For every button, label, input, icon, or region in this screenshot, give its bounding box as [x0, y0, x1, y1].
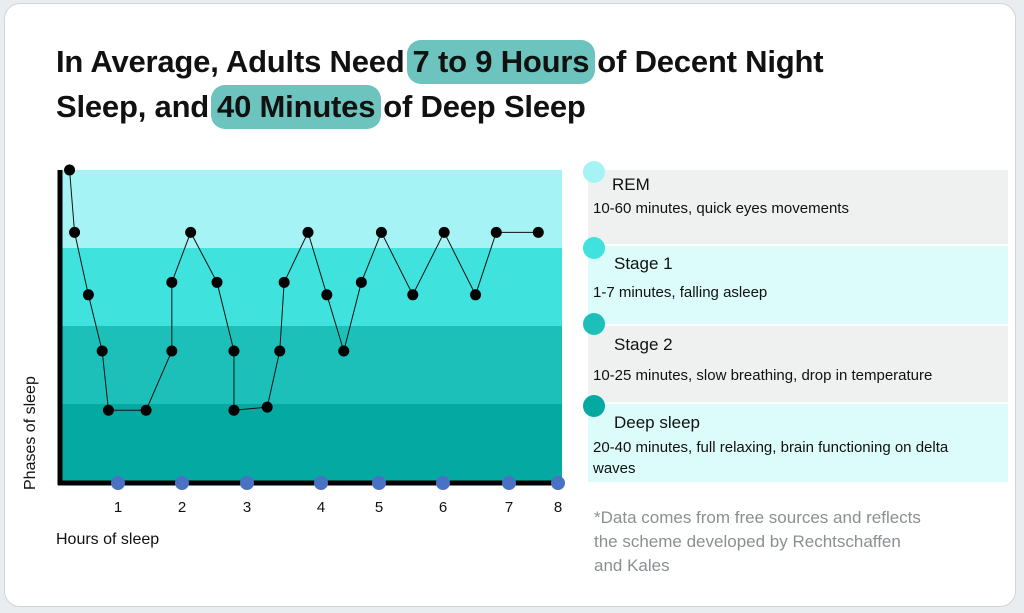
legend-row-deep	[588, 404, 1008, 482]
x-tick-dot-1	[111, 476, 125, 490]
title-line-1: In Average, Adults Need 7 to 9 Hours of De…	[56, 40, 824, 84]
data-point-23	[470, 289, 482, 301]
x-tick-dot-5	[372, 476, 386, 490]
x-tick-label-1: 1	[114, 499, 122, 516]
data-point-10	[211, 276, 223, 288]
band-stage-1	[62, 248, 562, 326]
data-point-6	[140, 404, 152, 416]
x-tick-dot-4	[314, 476, 328, 490]
x-tick-dot-6	[436, 476, 450, 490]
x-tick-dot-2	[175, 476, 189, 490]
data-point-24	[490, 226, 502, 238]
rem-color-dot	[583, 161, 605, 183]
data-point-7	[166, 345, 178, 357]
band-rem	[62, 170, 562, 248]
title-highlight-minutes: 40 Minutes	[211, 85, 382, 129]
legend-row-rem	[588, 170, 1008, 244]
data-point-9	[185, 226, 197, 238]
stage1-color-dot	[583, 237, 605, 259]
data-point-25	[532, 226, 544, 238]
legend-row-stage1	[588, 246, 1008, 324]
data-point-19	[355, 276, 367, 288]
data-point-1	[64, 164, 76, 176]
band-stage-2	[62, 326, 562, 404]
data-source-note: *Data comes from free sources and reflec…	[594, 508, 921, 575]
title-part-4: of Deep Sleep	[383, 89, 586, 124]
legend-name-rem: REM	[612, 175, 650, 194]
x-tick-label-3: 3	[243, 499, 251, 516]
legend-desc-rem: 10-60 minutes, quick eyes movements	[593, 200, 849, 217]
data-point-11	[228, 345, 240, 357]
x-tick-label-7: 7	[505, 499, 513, 516]
data-point-21	[407, 289, 419, 301]
legend-row-stage2	[588, 326, 1008, 402]
x-tick-dot-8	[551, 476, 565, 490]
x-tick-label-5: 5	[375, 499, 383, 516]
x-tick-dot-3	[240, 476, 254, 490]
data-point-13	[261, 401, 273, 413]
data-point-22	[438, 226, 450, 238]
legend-name-stage1: Stage 1	[614, 254, 673, 273]
data-point-14	[274, 345, 286, 357]
x-tick-label-8: 8	[554, 499, 562, 516]
x-tick-label-6: 6	[439, 499, 447, 516]
legend-desc-stage2: 10-25 minutes, slow breathing, drop in t…	[593, 367, 933, 384]
data-point-2	[69, 226, 81, 238]
x-tick-dot-7	[502, 476, 516, 490]
x-axis-label: Hours of sleep	[56, 531, 159, 548]
legend-desc-stage1: 1-7 minutes, falling asleep	[593, 284, 768, 301]
data-point-16	[302, 226, 314, 238]
stage2-color-dot	[583, 313, 605, 335]
title-part-3: Sleep, and	[56, 89, 210, 124]
deep-sleep-color-dot	[583, 395, 605, 417]
data-point-18	[338, 345, 350, 357]
data-point-8	[166, 276, 178, 288]
data-point-5	[102, 404, 114, 416]
title-part-2: of Decent Night	[597, 44, 824, 79]
data-point-20	[375, 226, 387, 238]
title-highlight-hours: 7 to 9 Hours	[406, 40, 596, 84]
title-part-1: In Average, Adults Need	[56, 44, 405, 79]
title-line-2: Sleep, and 40 Minutes of Deep Sleep	[56, 85, 586, 129]
legend-desc-deep: 20-40 minutes, full relaxing, brain func…	[593, 439, 949, 477]
data-point-3	[82, 289, 94, 301]
x-tick-label-2: 2	[178, 499, 186, 516]
band-deep-sleep	[62, 404, 562, 482]
data-point-4	[96, 345, 108, 357]
y-axis-label: Phases of sleep	[22, 376, 39, 490]
data-point-17	[321, 289, 333, 301]
legend-name-deep: Deep sleep	[614, 413, 701, 432]
data-point-12	[228, 404, 240, 416]
x-tick-label-4: 4	[317, 499, 325, 516]
data-point-15	[278, 276, 290, 288]
legend-name-stage2: Stage 2	[614, 335, 673, 354]
